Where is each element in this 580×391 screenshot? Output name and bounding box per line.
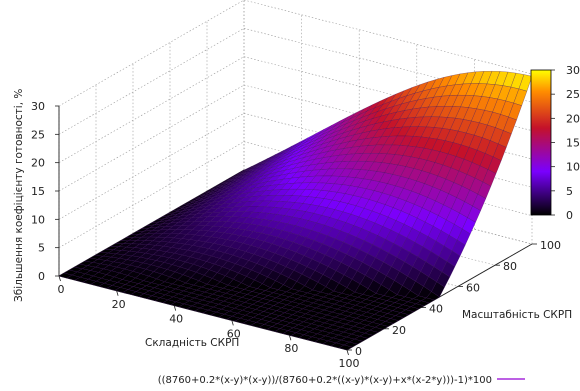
z-tick-label: 5 (38, 242, 45, 255)
gridline-side-wall (58, 28, 245, 135)
colorbar-tick-label: 0 (566, 209, 573, 222)
x-tick-label: 40 (169, 313, 183, 326)
x-tick-mark (116, 290, 119, 296)
gridline-back-wall (243, 56, 533, 131)
colorbar-tick-label: 20 (566, 112, 580, 125)
x-tick-mark (346, 349, 349, 356)
y-tick-label: 0 (355, 345, 362, 358)
x-tick-mark (231, 320, 234, 326)
gridline-back-wall (243, 0, 533, 75)
gridline-side-wall (58, 84, 245, 192)
x-tick-mark (289, 335, 292, 341)
z-tick-label: 25 (31, 128, 45, 141)
gridline-side-wall (58, 56, 245, 163)
y-tick-label: 20 (392, 324, 406, 337)
x-tick-mark (173, 305, 177, 311)
y-tick-label: 60 (466, 281, 480, 294)
gridline-back-wall (243, 84, 533, 160)
z-tick-label: 30 (31, 100, 45, 113)
x-tick-label: 100 (339, 357, 360, 370)
z-axis-title: Збільшення коефіцієнту готовності, % (13, 89, 25, 302)
x-axis-title: Складність СКРП (145, 337, 239, 349)
x-tick-label: 80 (284, 342, 298, 355)
gridline-back-wall (243, 28, 533, 103)
colorbar-ticks: 0 5 10 15 20 25 30 (551, 64, 580, 222)
y-tick-label: 80 (503, 260, 517, 273)
z-tick-label: 0 (38, 270, 45, 283)
gridline-back-wall (243, 113, 533, 188)
colorbar-tick-label: 25 (566, 88, 580, 101)
x-tick-label: 60 (227, 327, 241, 340)
surface-mesh (58, 71, 533, 351)
colorbar: 0 5 10 15 20 25 30 (530, 64, 580, 222)
y-tick-label: 40 (429, 303, 443, 316)
gridline-side-wall (58, 0, 245, 107)
surface-cell (338, 344, 353, 351)
y-axis-title: Масштабність СКРП (462, 309, 572, 321)
colorbar-tick-label: 10 (566, 161, 580, 174)
legend: ((8760+0.2*(x-y)*(x-y))/(8760+0.2*((x-y)… (158, 375, 525, 386)
gridline-side-wall (58, 141, 245, 248)
y-tick-label: 100 (540, 239, 561, 252)
colorbar-gradient (530, 69, 552, 216)
colorbar-tick-label: 15 (566, 137, 580, 150)
x-tick-label: 20 (112, 298, 126, 311)
x-tick-mark (58, 275, 61, 282)
colorbar-tick-label: 5 (566, 185, 573, 198)
x-tick-label: 0 (58, 283, 65, 296)
legend-label: ((8760+0.2*(x-y)*(x-y))/(8760+0.2*((x-y)… (158, 375, 492, 386)
gridline-side-wall (58, 113, 245, 220)
z-tick-label: 10 (31, 213, 45, 226)
colorbar-tick-label: 30 (566, 64, 580, 77)
z-tick-label: 15 (31, 185, 45, 198)
z-tick-label: 20 (31, 157, 45, 170)
